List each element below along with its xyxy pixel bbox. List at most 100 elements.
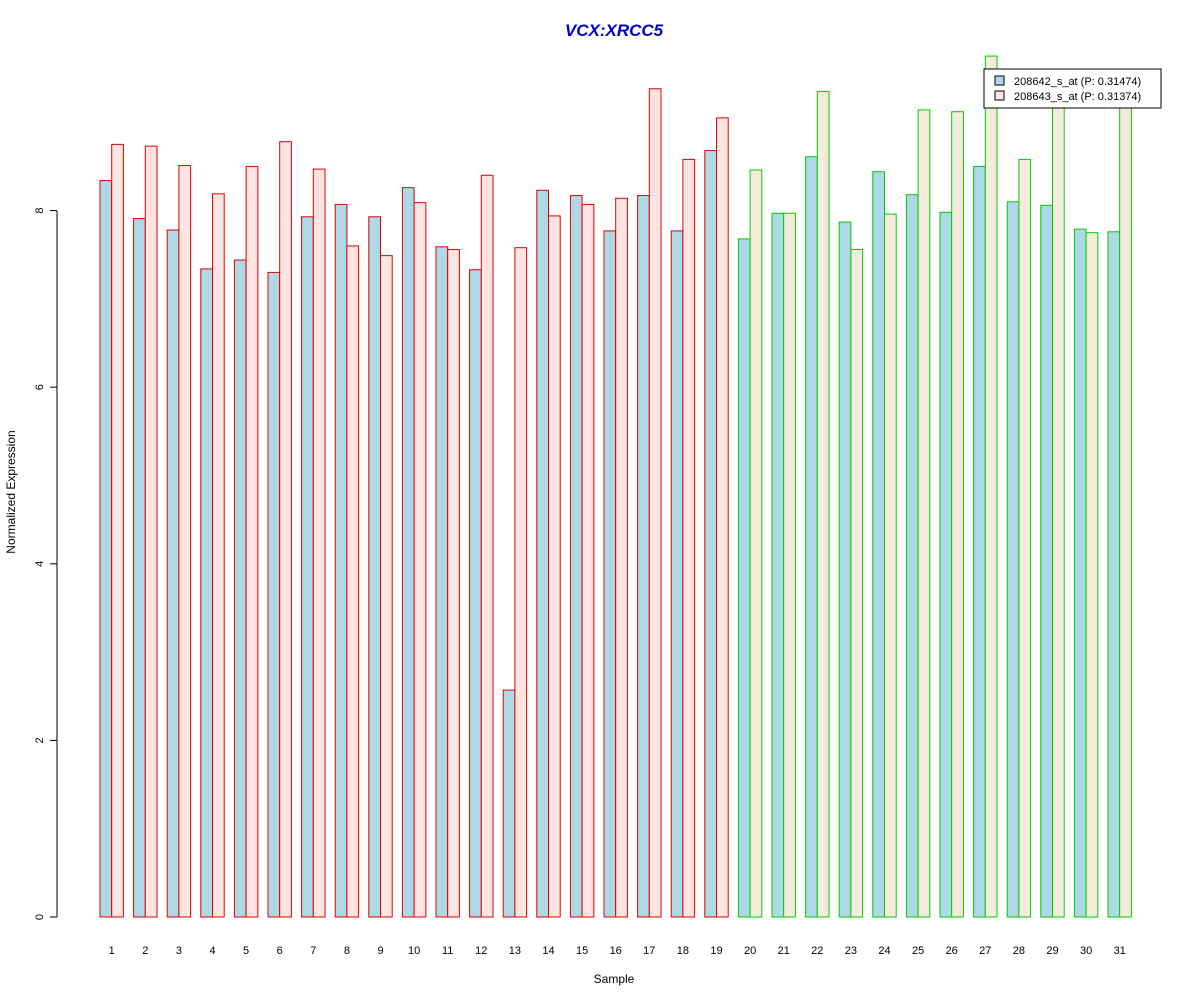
bar-208643-sample-12 bbox=[480, 174, 494, 918]
bar-208642-sample-2 bbox=[133, 218, 146, 918]
bar-208643-sample-24 bbox=[884, 213, 897, 918]
x-tick-label: 1 bbox=[109, 945, 115, 957]
x-tick-label: 5 bbox=[243, 945, 249, 957]
bar-208643-sample-20 bbox=[749, 169, 763, 918]
bar-208642-sample-3 bbox=[166, 229, 180, 918]
legend-swatch-series-1 bbox=[994, 75, 1005, 86]
bar-208642-sample-12 bbox=[469, 269, 482, 918]
bar-208642-sample-4 bbox=[200, 268, 214, 918]
x-tick-label: 6 bbox=[277, 945, 283, 957]
bar-208642-sample-7 bbox=[301, 216, 314, 918]
x-tick-label: 23 bbox=[845, 945, 857, 957]
y-axis-label: Normalized Expression bbox=[4, 430, 18, 553]
bar-208642-sample-22 bbox=[805, 156, 818, 918]
y-tick-label: 2 bbox=[34, 737, 46, 743]
x-tick-label: 13 bbox=[509, 945, 521, 957]
x-tick-label: 31 bbox=[1114, 945, 1126, 957]
bar-208642-sample-6 bbox=[267, 271, 281, 918]
bar-208643-sample-30 bbox=[1085, 232, 1099, 918]
bar-208643-sample-6 bbox=[279, 141, 292, 918]
bar-208643-sample-8 bbox=[346, 245, 360, 918]
chart-title: VCX:XRCC5 bbox=[565, 21, 664, 40]
x-tick-label: 27 bbox=[979, 945, 991, 957]
y-tick-label: 6 bbox=[34, 384, 46, 390]
x-tick-label: 14 bbox=[542, 945, 554, 957]
x-tick-label: 29 bbox=[1046, 945, 1058, 957]
x-tick-label: 2 bbox=[142, 945, 148, 957]
x-tick-label: 17 bbox=[643, 945, 655, 957]
x-tick-label: 4 bbox=[209, 945, 215, 957]
bar-208643-sample-19 bbox=[716, 117, 729, 918]
bar-208642-sample-14 bbox=[536, 189, 549, 918]
x-tick-label: 9 bbox=[377, 945, 383, 957]
x-tick-label: 10 bbox=[408, 945, 420, 957]
bar-208643-sample-5 bbox=[245, 165, 259, 918]
y-tick-label: 8 bbox=[34, 208, 46, 214]
x-tick-label: 30 bbox=[1080, 945, 1092, 957]
bar-208643-sample-26 bbox=[951, 111, 964, 918]
bar-208643-sample-17 bbox=[648, 88, 662, 918]
bar-208642-sample-18 bbox=[670, 230, 684, 918]
legend-label-series-2: 208643_s_at (P: 0.31374) bbox=[1014, 91, 1141, 103]
bar-208642-sample-29 bbox=[1040, 204, 1054, 918]
bar-208642-sample-24 bbox=[872, 171, 885, 918]
bar-208643-sample-9 bbox=[380, 255, 393, 918]
bar-208643-sample-25 bbox=[917, 109, 931, 918]
x-tick-label: 8 bbox=[344, 945, 350, 957]
x-tick-label: 25 bbox=[912, 945, 924, 957]
bar-208642-sample-5 bbox=[233, 259, 247, 918]
x-tick-label: 22 bbox=[811, 945, 823, 957]
bar-208643-sample-3 bbox=[178, 165, 192, 918]
bar-208642-sample-26 bbox=[939, 211, 953, 918]
y-tick-label: 0 bbox=[34, 914, 46, 920]
bar-208642-sample-31 bbox=[1107, 231, 1121, 918]
bar-208643-sample-11 bbox=[447, 248, 460, 918]
bar-208642-sample-20 bbox=[737, 238, 751, 918]
bars bbox=[99, 55, 1132, 918]
legend: 208642_s_at (P: 0.31474) 208643_s_at (P:… bbox=[983, 68, 1162, 109]
bar-208643-sample-1 bbox=[111, 143, 124, 918]
bar-208643-sample-7 bbox=[312, 168, 326, 918]
x-tick-label: 26 bbox=[946, 945, 958, 957]
bar-208642-sample-15 bbox=[569, 195, 583, 918]
x-tick-label: 19 bbox=[710, 945, 722, 957]
bar-208642-sample-1 bbox=[99, 180, 113, 918]
x-tick-label: 7 bbox=[310, 945, 316, 957]
x-tick-label: 24 bbox=[878, 945, 890, 957]
legend-box bbox=[983, 68, 1162, 109]
bar-208642-sample-23 bbox=[838, 221, 852, 918]
bar-208642-sample-11 bbox=[435, 246, 449, 918]
x-axis-tick-labels: 1 2 3 4 5 6 7 8 9 10 11 12 13 14 15 16 17 18 19 20 21 22 23 24 2… bbox=[109, 945, 1126, 957]
x-tick-label: 20 bbox=[744, 945, 756, 957]
bar-208643-sample-22 bbox=[816, 90, 830, 918]
bar-208642-sample-27 bbox=[973, 165, 986, 918]
bar-208643-sample-10 bbox=[413, 202, 427, 918]
bar-208643-sample-2 bbox=[144, 145, 158, 918]
bar-208643-sample-31 bbox=[1119, 104, 1132, 918]
x-tick-label: 18 bbox=[677, 945, 689, 957]
y-tick-label: 4 bbox=[34, 561, 46, 567]
bar-208643-sample-13 bbox=[514, 247, 528, 918]
bar-208642-sample-28 bbox=[1006, 201, 1020, 918]
bar-208642-sample-30 bbox=[1073, 228, 1087, 918]
bar-208643-sample-4 bbox=[212, 193, 225, 918]
bar-208642-sample-25 bbox=[905, 194, 919, 918]
bar-208643-sample-27 bbox=[984, 55, 998, 918]
legend-swatch-series-2 bbox=[994, 90, 1005, 101]
bar-208643-sample-29 bbox=[1052, 104, 1065, 918]
x-tick-label: 15 bbox=[576, 945, 588, 957]
x-tick-label: 12 bbox=[475, 945, 487, 957]
bar-208643-sample-21 bbox=[783, 212, 796, 918]
x-axis-label: Sample bbox=[594, 972, 635, 986]
y-axis: 0 2 4 6 8 bbox=[34, 208, 58, 920]
x-tick-label: 21 bbox=[778, 945, 790, 957]
x-tick-label: 11 bbox=[442, 945, 453, 957]
legend-label-series-1: 208642_s_at (P: 0.31474) bbox=[1014, 76, 1141, 88]
bar-208643-sample-18 bbox=[682, 158, 696, 918]
x-tick-label: 28 bbox=[1013, 945, 1025, 957]
bar-208643-sample-16 bbox=[615, 197, 628, 918]
bar-208642-sample-10 bbox=[401, 187, 415, 918]
bar-208643-sample-15 bbox=[581, 203, 595, 918]
bar-208642-sample-19 bbox=[704, 150, 717, 918]
bar-208643-sample-14 bbox=[548, 215, 561, 918]
